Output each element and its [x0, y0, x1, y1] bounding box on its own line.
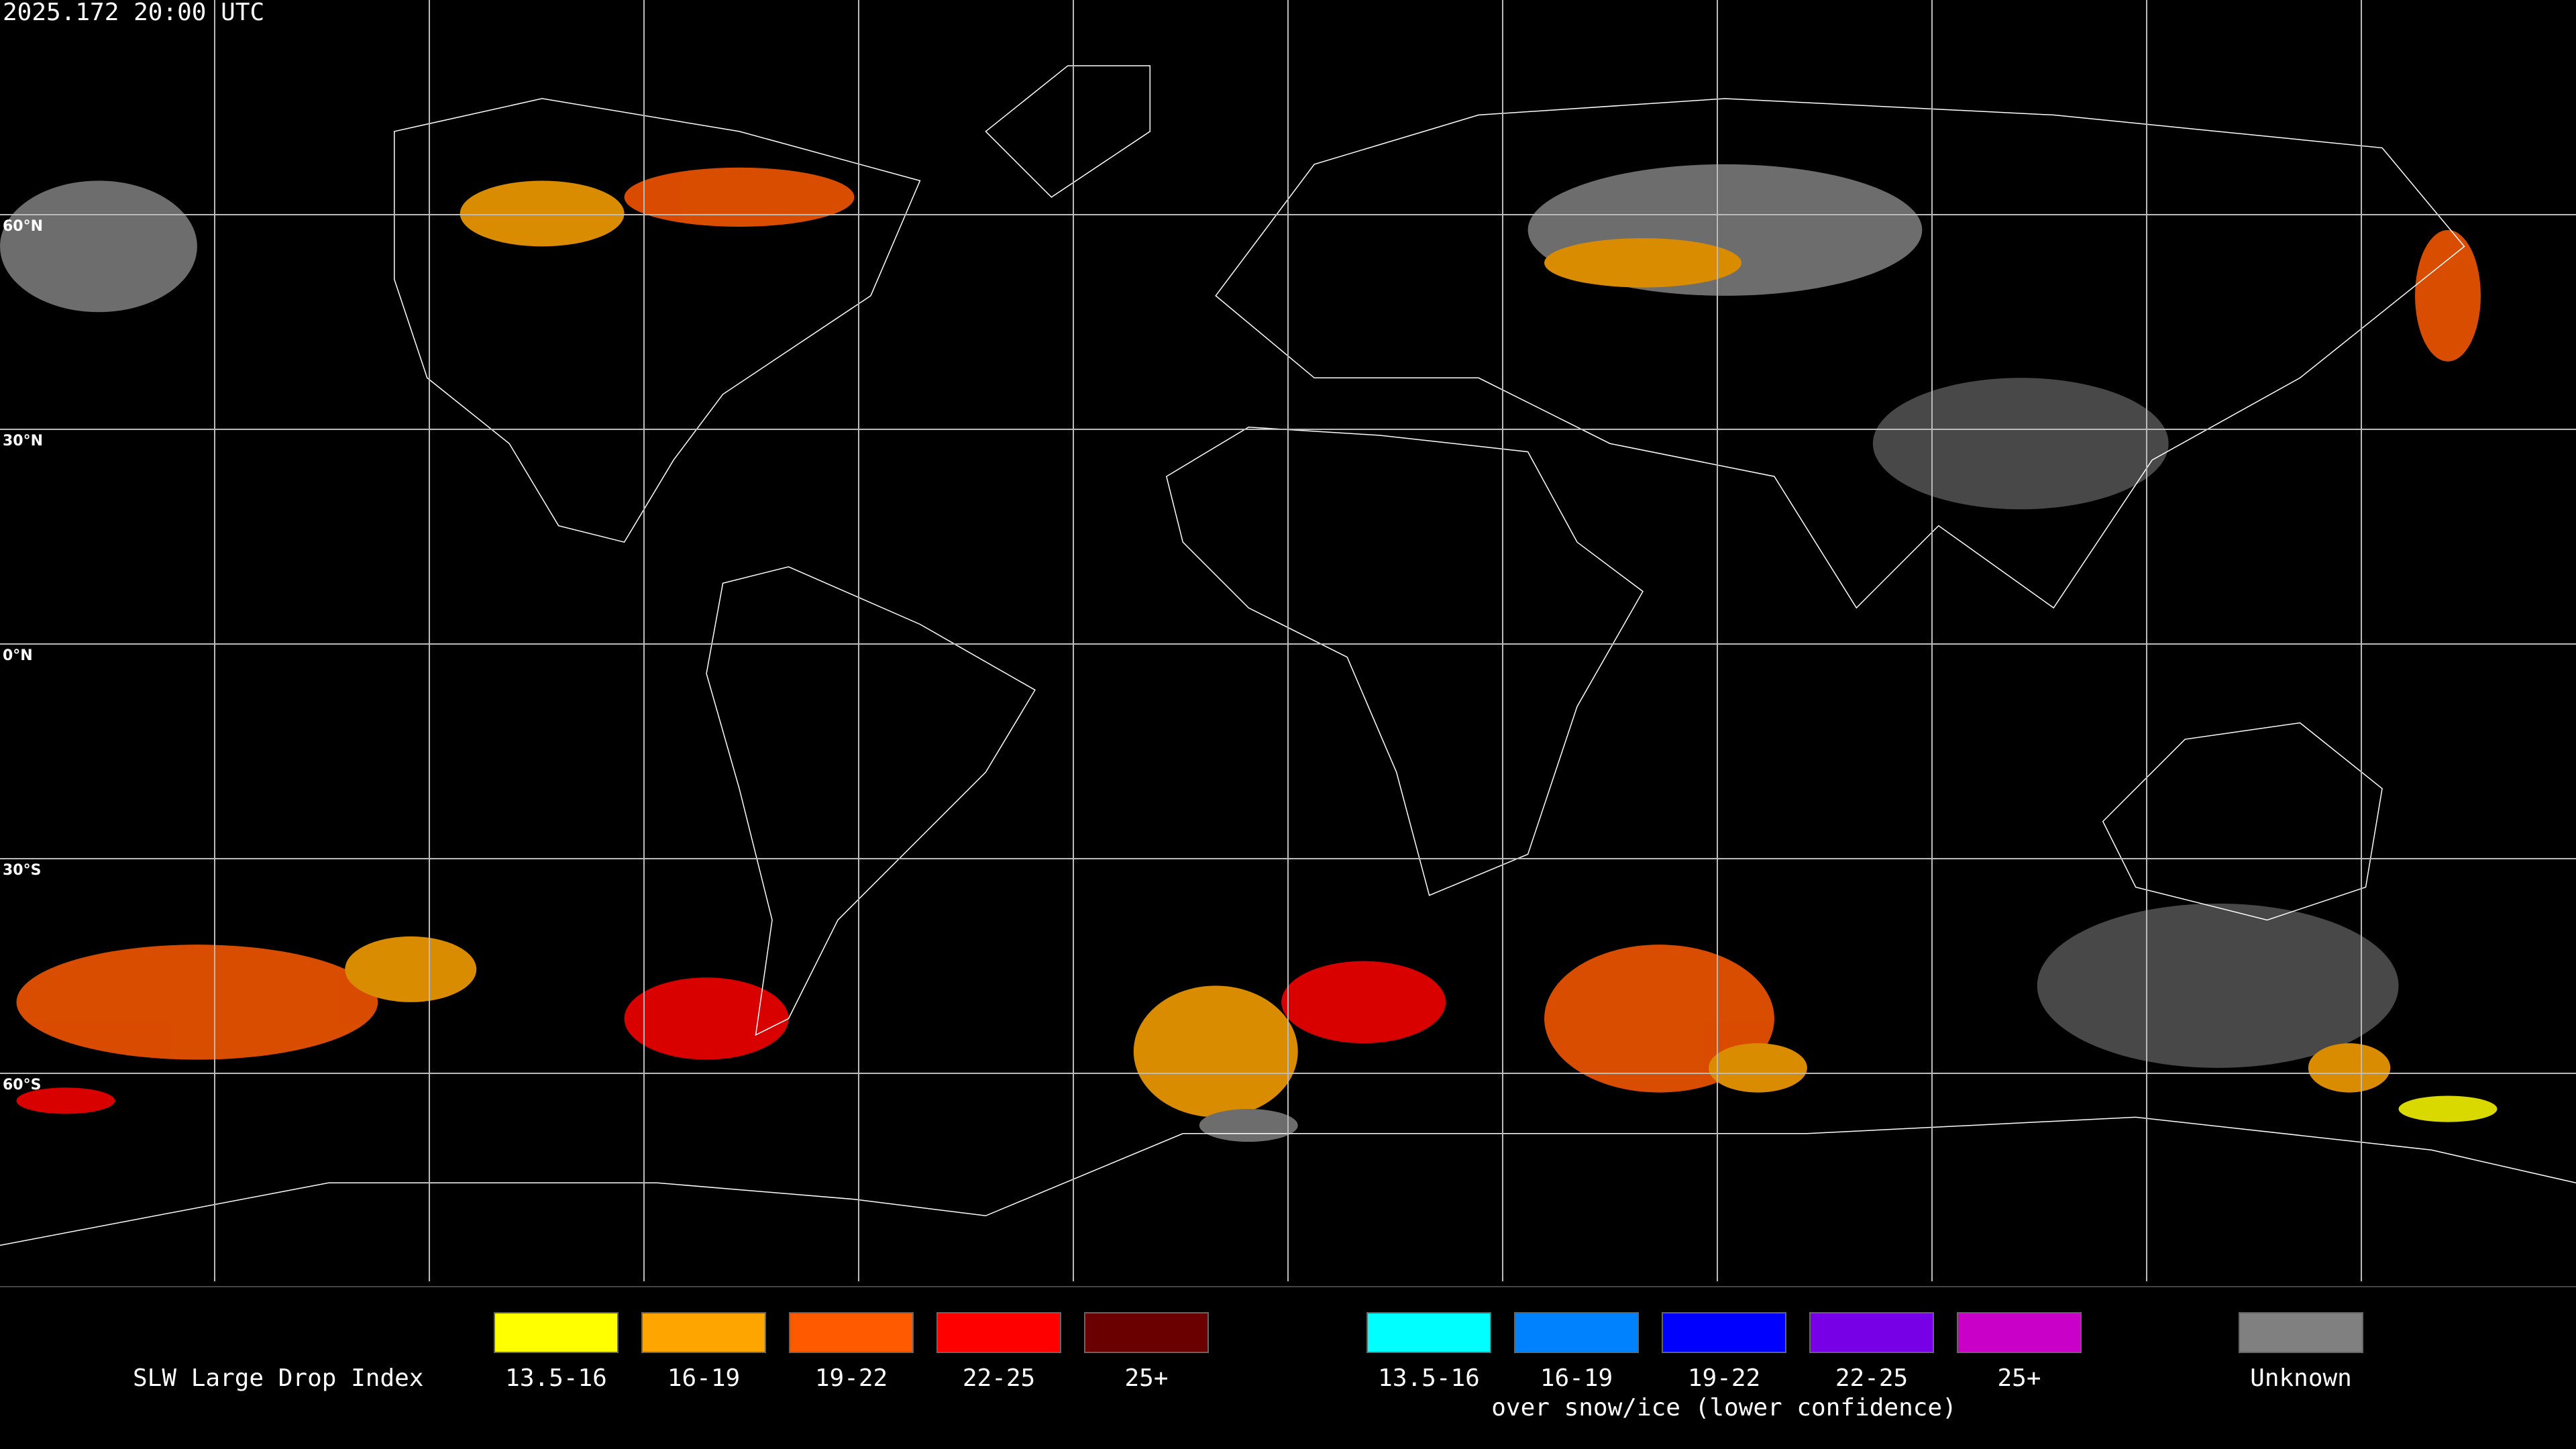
legend-swatch — [936, 1312, 1061, 1353]
coastline — [1216, 99, 2464, 608]
legend-swatch — [641, 1312, 766, 1353]
legend-label: 16-19 — [667, 1364, 740, 1392]
latitude-label: 30°N — [3, 433, 43, 449]
latitude-label: 60°N — [3, 218, 43, 235]
legend-swatch — [494, 1312, 619, 1353]
cloud-patch — [1133, 985, 1298, 1118]
legend-swatch — [1514, 1312, 1639, 1353]
cloud-patch — [1281, 961, 1446, 1044]
cloud-patch — [16, 945, 378, 1060]
cloud-patch — [2415, 229, 2481, 362]
legend-label: 13.5-16 — [1378, 1364, 1480, 1392]
latitude-label: 0°N — [3, 647, 33, 664]
legend-label: 22-25 — [1835, 1364, 1908, 1392]
legend-label: 25+ — [1997, 1364, 2041, 1392]
unknown-cloud — [0, 180, 197, 313]
legend-caption: over snow/ice (lower confidence) — [1491, 1394, 1957, 1421]
legend-label: 13.5-16 — [505, 1364, 607, 1392]
coastline — [706, 567, 1035, 1035]
legend-swatch — [1957, 1312, 2082, 1353]
cloud-patch — [1544, 238, 1741, 288]
cloud-patch — [624, 167, 855, 227]
cloud-patch — [460, 180, 625, 247]
unknown-cloud — [1872, 378, 2169, 510]
legend-swatch — [789, 1312, 914, 1353]
legend-swatch — [2239, 1312, 2363, 1353]
legend-label: 19-22 — [815, 1364, 888, 1392]
legend: 13.5-16 16-19 19-22 22-25 25+ 13.5-16 16-19 19-… — [494, 1312, 2363, 1421]
coastline — [2103, 723, 2382, 920]
cloud-patch — [345, 936, 477, 1002]
legend-swatch — [1084, 1312, 1209, 1353]
timestamp: 2025.172 20:00 UTC — [3, 0, 264, 26]
legend-label: 25+ — [1124, 1364, 1168, 1392]
cloud-patch — [2308, 1043, 2391, 1093]
cloud-field — [0, 66, 2576, 1245]
coastline — [394, 99, 920, 542]
cloud-patch — [2398, 1095, 2498, 1122]
latitude-labels: 60°N 30°N 0°N 30°S 60°S — [3, 218, 43, 1093]
latitude-label: 30°S — [3, 862, 41, 879]
legend-label: 19-22 — [1688, 1364, 1760, 1392]
legend-label: 22-25 — [963, 1364, 1035, 1392]
coastline — [0, 1117, 2576, 1245]
graticule — [0, 0, 2576, 1281]
legend-swatch — [1809, 1312, 1934, 1353]
legend-label: Unknown — [2250, 1364, 2352, 1392]
legend-panel — [0, 1287, 2576, 1449]
coastlines — [0, 66, 2576, 1245]
legend-label: 16-19 — [1540, 1364, 1613, 1392]
cloud-patch — [1708, 1043, 1807, 1093]
legend-title: SLW Large Drop Index — [133, 1364, 423, 1392]
legend-swatch — [1662, 1312, 1786, 1353]
unknown-cloud — [1199, 1109, 1298, 1142]
latitude-label: 60°S — [3, 1077, 41, 1093]
legend-swatch — [1366, 1312, 1491, 1353]
cloud-patch — [624, 977, 789, 1060]
unknown-cloud — [2037, 903, 2399, 1068]
coastline — [985, 66, 1150, 197]
cloud-patch — [16, 1087, 115, 1114]
coastline — [1167, 427, 1643, 896]
